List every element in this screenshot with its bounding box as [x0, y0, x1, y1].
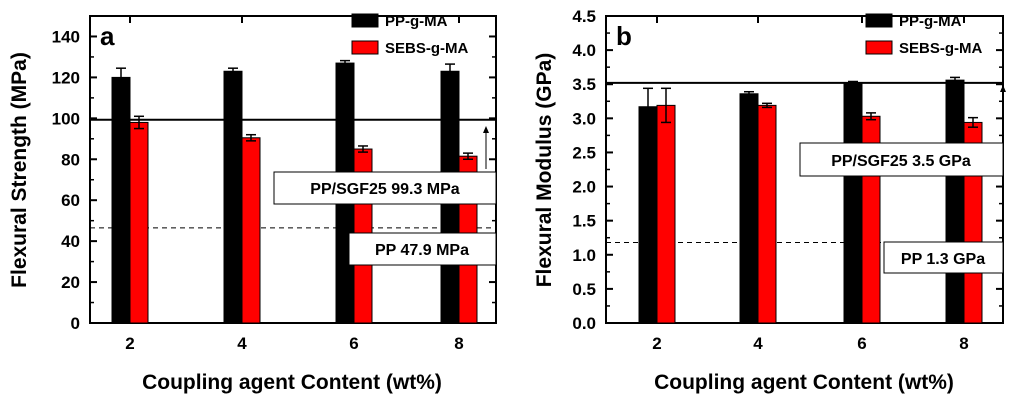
y-tick-label: 60 — [61, 191, 80, 210]
y-tick-label: 100 — [52, 109, 80, 128]
panel-letter: b — [616, 21, 632, 51]
y-tick-label: 80 — [61, 150, 80, 169]
legend-label: SEBS-g-MA — [899, 40, 982, 57]
y-tick-label: 4.0 — [572, 41, 596, 60]
y-tick-label: 1.0 — [572, 246, 596, 265]
panel-b: 0.0 0.5 1.0 1.5 2.0 2.5 3.0 3.5 4.0 4.5 2 4 6 8 PP/SGF… — [533, 7, 1006, 394]
y-tick-label: 2.0 — [572, 178, 596, 197]
bar-pp-g-ma — [638, 106, 658, 324]
bar-sebs-g-ma — [757, 104, 777, 324]
bar-pp-g-ma — [739, 93, 759, 324]
y-axis-title: Flexural Strength (MPa) — [8, 52, 31, 288]
y-tick-label: 0.0 — [572, 314, 596, 333]
y-tick-label: 120 — [52, 68, 80, 87]
bar-pp-g-ma — [111, 76, 131, 324]
annotation-label: PP 1.3 GPa — [901, 251, 985, 268]
y-axis-title: Flexural Modulus (GPa) — [533, 53, 556, 288]
annotation-label: PP 47.9 MPa — [375, 242, 469, 259]
y-tick-label: 40 — [61, 232, 80, 251]
y-tick-label: 140 — [52, 27, 80, 46]
annotation-box — [348, 232, 497, 266]
x-tick-label: 4 — [237, 334, 247, 353]
y-tick-label: 2.5 — [572, 143, 596, 162]
legend-swatch-sebs-g-ma — [865, 40, 893, 55]
y-tick-label: 3.0 — [572, 109, 596, 128]
panel-a: 0 20 40 60 80 100 120 140 2 4 6 8 PP/SGF25 99.3 MPa P… — [8, 13, 497, 394]
x-tick-label: 4 — [753, 334, 763, 353]
bar-pp-g-ma — [843, 82, 863, 324]
x-tick-label: 2 — [652, 334, 661, 353]
y-tick-label: 0 — [71, 314, 80, 333]
bar-pp-g-ma — [945, 79, 965, 324]
legend-label: SEBS-g-MA — [385, 40, 468, 57]
plot-frame — [89, 15, 497, 324]
x-axis-title: Coupling agent Content (wt%) — [142, 371, 442, 394]
bar-sebs-g-ma — [656, 104, 676, 324]
legend-swatch-pp-g-ma — [351, 13, 379, 28]
annotation-box — [883, 241, 1004, 274]
y-tick-label: 3.5 — [572, 75, 596, 94]
annotation-box — [273, 171, 497, 205]
x-tick-label: 8 — [959, 334, 968, 353]
annotation-label: PP/SGF25 99.3 MPa — [310, 181, 460, 198]
y-tick-label: 20 — [61, 273, 80, 292]
panel-letter: a — [100, 21, 115, 51]
y-tick-label: 0.5 — [572, 280, 596, 299]
annotation-arrowhead — [483, 126, 489, 133]
annotation-arrowhead — [1000, 85, 1006, 92]
x-tick-label: 6 — [857, 334, 866, 353]
annotation-box — [799, 142, 1004, 177]
bar-sebs-g-ma — [241, 137, 261, 324]
bar-sebs-g-ma — [129, 121, 149, 324]
legend-swatch-sebs-g-ma — [351, 40, 379, 55]
legend-swatch-pp-g-ma — [865, 13, 893, 28]
legend-label: PP-g-MA — [899, 13, 962, 30]
y-tick-label: 1.5 — [572, 212, 596, 231]
x-tick-label: 6 — [349, 334, 358, 353]
y-tick-label: 4.5 — [572, 7, 596, 26]
annotation-label: PP/SGF25 3.5 GPa — [831, 153, 971, 170]
x-axis-title: Coupling agent Content (wt%) — [654, 371, 954, 394]
x-tick-label: 2 — [125, 334, 134, 353]
legend-label: PP-g-MA — [385, 13, 448, 30]
bar-pp-g-ma — [223, 70, 243, 324]
x-tick-label: 8 — [454, 334, 463, 353]
